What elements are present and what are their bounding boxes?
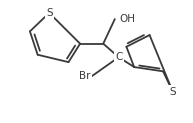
Text: C: C	[115, 52, 122, 62]
Text: S: S	[169, 87, 176, 97]
Text: Br: Br	[79, 71, 91, 81]
Text: S: S	[46, 8, 52, 18]
Text: OH: OH	[120, 14, 136, 24]
